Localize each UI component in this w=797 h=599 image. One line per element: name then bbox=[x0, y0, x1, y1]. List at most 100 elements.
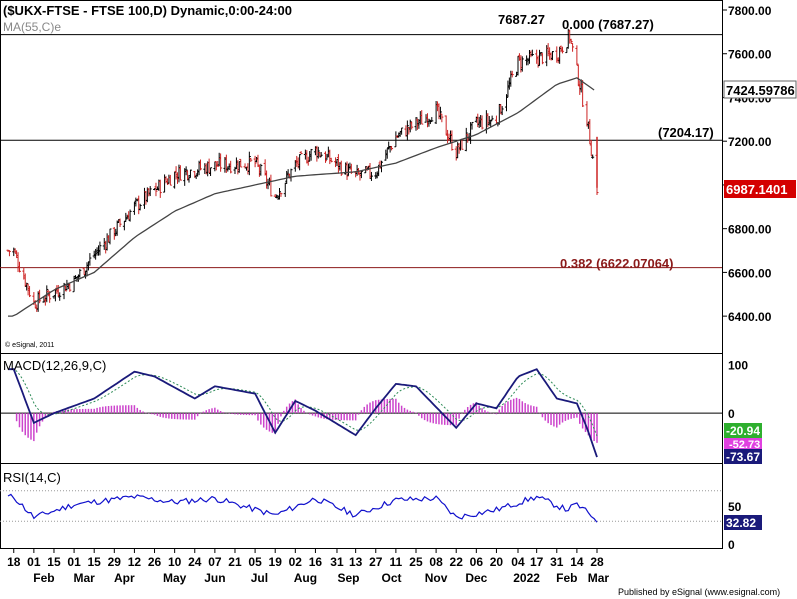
price-bar bbox=[309, 148, 313, 161]
rsi-panel bbox=[0, 490, 722, 523]
x-month-label: Jun bbox=[204, 571, 225, 585]
level-label: (7204.17) bbox=[658, 125, 714, 140]
x-date-label: 11 bbox=[390, 555, 403, 569]
price-bar bbox=[269, 174, 273, 197]
x-month-label: Dec bbox=[465, 571, 487, 585]
x-date-label: 22 bbox=[450, 555, 464, 569]
price-bar bbox=[530, 49, 534, 57]
x-month-label: Apr bbox=[114, 571, 135, 585]
price-bar bbox=[219, 153, 223, 172]
x-month-label: Jul bbox=[251, 571, 268, 585]
x-date-label: 12 bbox=[128, 555, 142, 569]
price-bar bbox=[148, 186, 152, 197]
x-month-label: Nov bbox=[425, 571, 448, 585]
x-date-label: 05 bbox=[248, 555, 262, 569]
price-bar bbox=[561, 46, 565, 54]
x-month-label: May bbox=[163, 571, 187, 585]
price-bar bbox=[470, 121, 474, 130]
x-date-label: 25 bbox=[409, 555, 423, 569]
x-date-label: 26 bbox=[148, 555, 162, 569]
publisher-label: Published by eSignal (www.esignal.com) bbox=[618, 587, 780, 597]
rsi-title: RSI(14,C) bbox=[3, 470, 61, 485]
price-panel bbox=[0, 28, 722, 317]
price-bar bbox=[78, 268, 82, 278]
ma-label: MA(55,C)e bbox=[3, 20, 61, 34]
price-y-tick-label: 6800.00 bbox=[728, 223, 772, 237]
rsi-y-tick-label: 0 bbox=[728, 538, 735, 552]
price-bar bbox=[405, 120, 409, 141]
x-date-label: 15 bbox=[88, 555, 102, 569]
ma-value-tag: 7424.59786 bbox=[723, 80, 797, 99]
x-month-label: Oct bbox=[382, 571, 402, 585]
price-bar bbox=[38, 289, 42, 304]
ma-value-text: 7424.59786 bbox=[726, 83, 795, 98]
price-bar bbox=[438, 106, 442, 120]
x-date-label: 24 bbox=[188, 555, 202, 569]
price-bar bbox=[504, 94, 508, 112]
x-date-label: 01 bbox=[27, 555, 41, 569]
macd-y-tick-label: 100 bbox=[728, 358, 748, 372]
price-bar bbox=[17, 261, 21, 273]
x-date-label: 13 bbox=[349, 555, 363, 569]
axes: 7800.007600.007400.007200.007000.006800.… bbox=[7, 4, 772, 585]
price-y-tick-label: 7800.00 bbox=[728, 4, 772, 18]
price-bar bbox=[108, 228, 112, 245]
x-date-label: 19 bbox=[269, 555, 283, 569]
price-bar bbox=[299, 151, 303, 155]
price-bar bbox=[390, 146, 394, 151]
x-month-label: Mar bbox=[588, 571, 610, 585]
price-bar bbox=[165, 178, 169, 185]
x-date-label: 01 bbox=[67, 555, 81, 569]
price-bar bbox=[199, 159, 203, 171]
price-bar bbox=[187, 174, 191, 183]
price-bar bbox=[510, 70, 514, 78]
macd-tag-text: -73.67 bbox=[726, 450, 760, 464]
x-date-label: 07 bbox=[208, 555, 222, 569]
price-bar bbox=[7, 250, 11, 257]
price-y-tick-label: 7200.00 bbox=[728, 135, 772, 149]
price-bar bbox=[480, 115, 484, 130]
price-bar bbox=[247, 151, 251, 176]
price-bar bbox=[329, 157, 333, 163]
x-month-label: Feb bbox=[556, 571, 577, 585]
fib-0-label: 0.000 (7687.27) bbox=[562, 17, 654, 32]
price-bar bbox=[414, 117, 418, 131]
x-month-label: Feb bbox=[33, 571, 54, 585]
price-bar bbox=[88, 253, 92, 266]
price-bar bbox=[571, 42, 575, 52]
macd-panel bbox=[0, 368, 722, 458]
price-bar bbox=[489, 119, 493, 128]
price-bar bbox=[298, 154, 302, 171]
x-date-label: 21 bbox=[228, 555, 242, 569]
price-bar bbox=[420, 110, 424, 125]
hist-tag-text: -52.73 bbox=[729, 439, 760, 451]
price-bar bbox=[575, 45, 579, 66]
x-date-label: 20 bbox=[490, 555, 504, 569]
price-bar bbox=[45, 285, 49, 303]
x-date-label: 27 bbox=[369, 555, 383, 569]
x-date-label: 10 bbox=[168, 555, 182, 569]
price-bar bbox=[239, 158, 243, 168]
x-date-label: 31 bbox=[330, 555, 344, 569]
price-bar bbox=[359, 170, 363, 179]
rsi-tag-text: 32.82 bbox=[726, 516, 756, 530]
price-y-tick-label: 6400.00 bbox=[728, 310, 772, 324]
price-bar bbox=[278, 187, 282, 200]
macd-y-tick-label: 0 bbox=[728, 407, 735, 421]
rsi-y-tick-label: 50 bbox=[728, 500, 742, 514]
x-month-label: Aug bbox=[294, 571, 317, 585]
price-bar bbox=[591, 154, 595, 159]
x-date-label: 04 bbox=[511, 555, 525, 569]
price-bar bbox=[28, 286, 32, 298]
x-date-label: 06 bbox=[470, 555, 484, 569]
price-bar bbox=[68, 283, 72, 292]
macd-signal-line bbox=[8, 368, 598, 437]
x-date-label: 14 bbox=[570, 555, 584, 569]
chart-title: ($UKX-FTSE - FTSE 100,D) Dynamic,0:00-24… bbox=[3, 3, 292, 18]
x-date-label: 15 bbox=[47, 555, 61, 569]
price-bar bbox=[158, 179, 162, 198]
price-bar bbox=[58, 292, 62, 301]
price-bar bbox=[464, 127, 468, 152]
price-bar bbox=[259, 163, 263, 176]
